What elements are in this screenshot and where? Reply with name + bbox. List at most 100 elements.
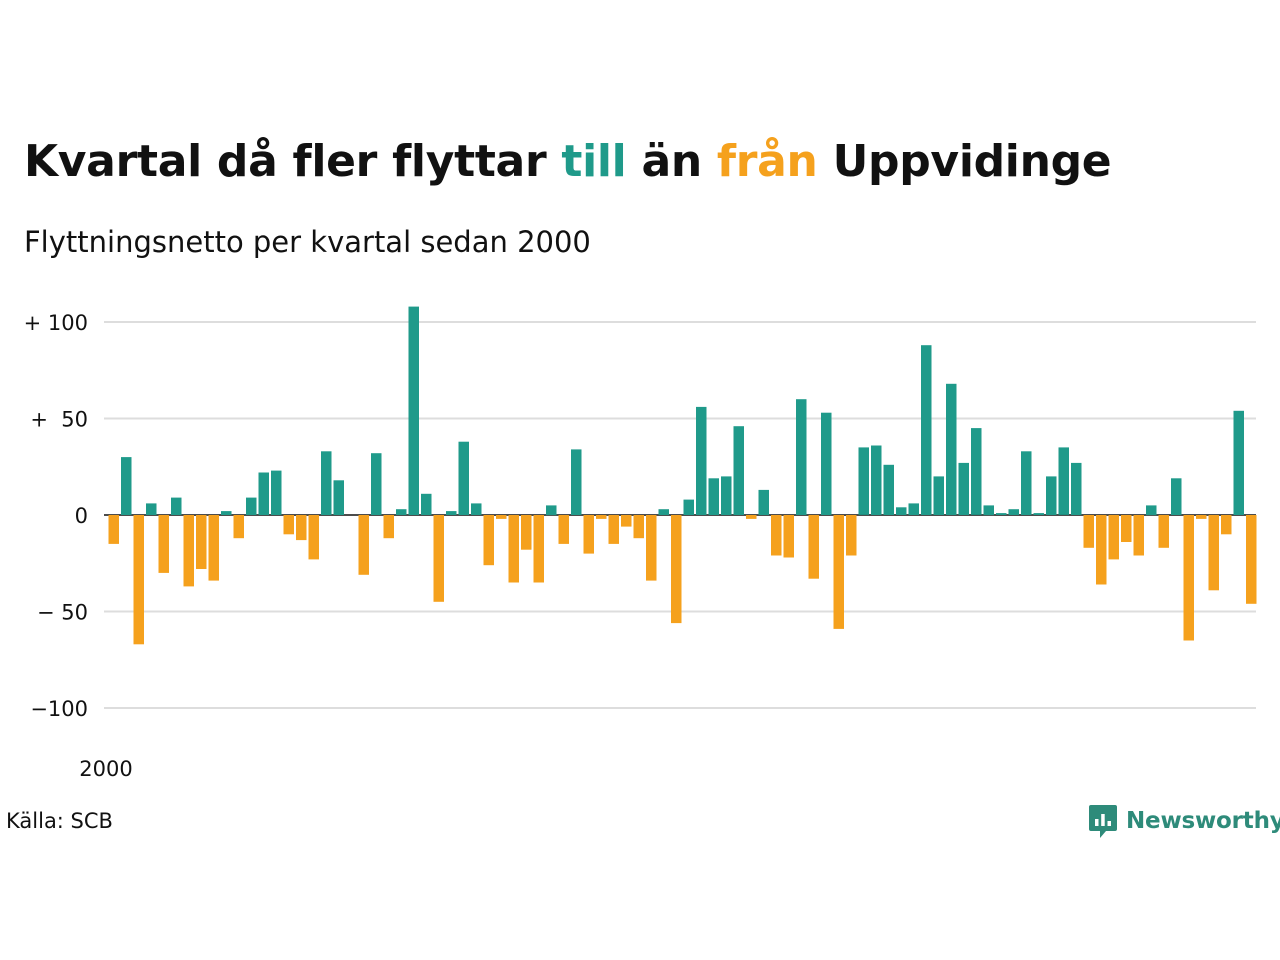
source-label: Källa: SCB bbox=[6, 809, 113, 833]
bar bbox=[746, 515, 757, 519]
bar bbox=[733, 426, 744, 515]
bar bbox=[583, 515, 594, 554]
bar bbox=[121, 457, 132, 515]
bar bbox=[1196, 515, 1207, 519]
bar bbox=[1233, 410, 1244, 515]
bar bbox=[1071, 462, 1082, 515]
title-fran: från bbox=[716, 136, 818, 187]
bar bbox=[158, 515, 169, 573]
newsworthy-logo-text: Newsworthy bbox=[1126, 808, 1280, 834]
bar bbox=[908, 503, 919, 515]
bar bbox=[483, 515, 494, 566]
bar bbox=[883, 464, 894, 515]
bar bbox=[971, 428, 982, 515]
bar bbox=[596, 515, 607, 519]
bar bbox=[221, 511, 232, 515]
bar bbox=[783, 515, 794, 558]
bar bbox=[171, 497, 182, 515]
bar bbox=[958, 462, 969, 515]
bar bbox=[408, 306, 419, 515]
bar bbox=[658, 509, 669, 515]
bar bbox=[646, 515, 657, 581]
bar bbox=[283, 515, 294, 535]
bar bbox=[183, 515, 194, 587]
bar bbox=[471, 503, 482, 515]
bar bbox=[771, 515, 782, 556]
bar bbox=[358, 515, 369, 575]
y-tick-label: −100 bbox=[30, 697, 88, 721]
bar bbox=[758, 489, 769, 515]
bar bbox=[796, 399, 807, 515]
bar bbox=[371, 453, 382, 515]
bar bbox=[996, 513, 1007, 515]
bar bbox=[208, 515, 219, 581]
bar bbox=[671, 515, 682, 624]
bar bbox=[308, 515, 319, 560]
bar bbox=[1183, 515, 1194, 641]
bar bbox=[896, 507, 907, 515]
chart-subtitle: Flyttningsnetto per kvartal sedan 2000 bbox=[24, 225, 591, 259]
newsworthy-logo-icon bbox=[1089, 805, 1117, 838]
bar bbox=[333, 480, 344, 515]
bar bbox=[858, 447, 869, 515]
bar bbox=[608, 515, 619, 544]
bar bbox=[446, 511, 457, 515]
bar bbox=[721, 476, 732, 515]
bar bbox=[1083, 515, 1094, 548]
bar bbox=[946, 383, 957, 515]
bar bbox=[621, 515, 632, 527]
axis-labels: + 100+ 500− 50−10020002005201020152020 bbox=[24, 311, 133, 781]
y-tick-label: + 100 bbox=[24, 311, 88, 335]
bar bbox=[296, 515, 307, 541]
bar bbox=[196, 515, 207, 569]
bar bbox=[1058, 447, 1069, 515]
bar bbox=[258, 472, 269, 515]
y-tick-label: + 50 bbox=[30, 408, 88, 432]
bar bbox=[421, 493, 432, 515]
bar bbox=[1146, 505, 1157, 516]
bar bbox=[108, 515, 119, 544]
bar bbox=[1221, 515, 1232, 535]
bar bbox=[508, 515, 519, 583]
bar bbox=[383, 515, 394, 539]
bar bbox=[921, 345, 932, 515]
bar bbox=[1208, 515, 1219, 591]
bar bbox=[633, 515, 644, 539]
bar bbox=[1158, 515, 1169, 548]
y-tick-label: 0 bbox=[75, 504, 88, 528]
title-part-3: än bbox=[626, 136, 717, 187]
bar bbox=[933, 476, 944, 515]
bar bbox=[271, 470, 282, 515]
bar bbox=[546, 505, 557, 516]
bar bbox=[871, 445, 882, 515]
bar bbox=[458, 441, 469, 515]
bar bbox=[1133, 515, 1144, 556]
bar bbox=[1008, 509, 1019, 515]
bar bbox=[1121, 515, 1132, 542]
x-tick-label: 2000 bbox=[79, 757, 132, 781]
bar bbox=[1096, 515, 1107, 585]
bar bbox=[833, 515, 844, 629]
bar bbox=[983, 505, 994, 516]
bar bbox=[1171, 478, 1182, 515]
bar bbox=[1108, 515, 1119, 560]
bar bbox=[708, 478, 719, 515]
bar bbox=[1046, 476, 1057, 515]
bar bbox=[146, 503, 157, 515]
bar bbox=[846, 515, 857, 556]
bar bbox=[521, 515, 532, 550]
bar bbox=[1033, 513, 1044, 515]
bar bbox=[433, 515, 444, 602]
bar bbox=[396, 509, 407, 515]
bar bbox=[558, 515, 569, 544]
bar bbox=[1021, 451, 1032, 515]
bar bbox=[321, 451, 332, 515]
bar bbox=[808, 515, 819, 579]
bar bbox=[133, 515, 144, 645]
title-part-5: Uppvidinge bbox=[817, 136, 1112, 187]
title-till: till bbox=[561, 136, 627, 187]
bar bbox=[533, 515, 544, 583]
bar bbox=[683, 499, 694, 515]
chart-title: Kvartal då fler flyttar till än från Upp… bbox=[24, 130, 1112, 194]
